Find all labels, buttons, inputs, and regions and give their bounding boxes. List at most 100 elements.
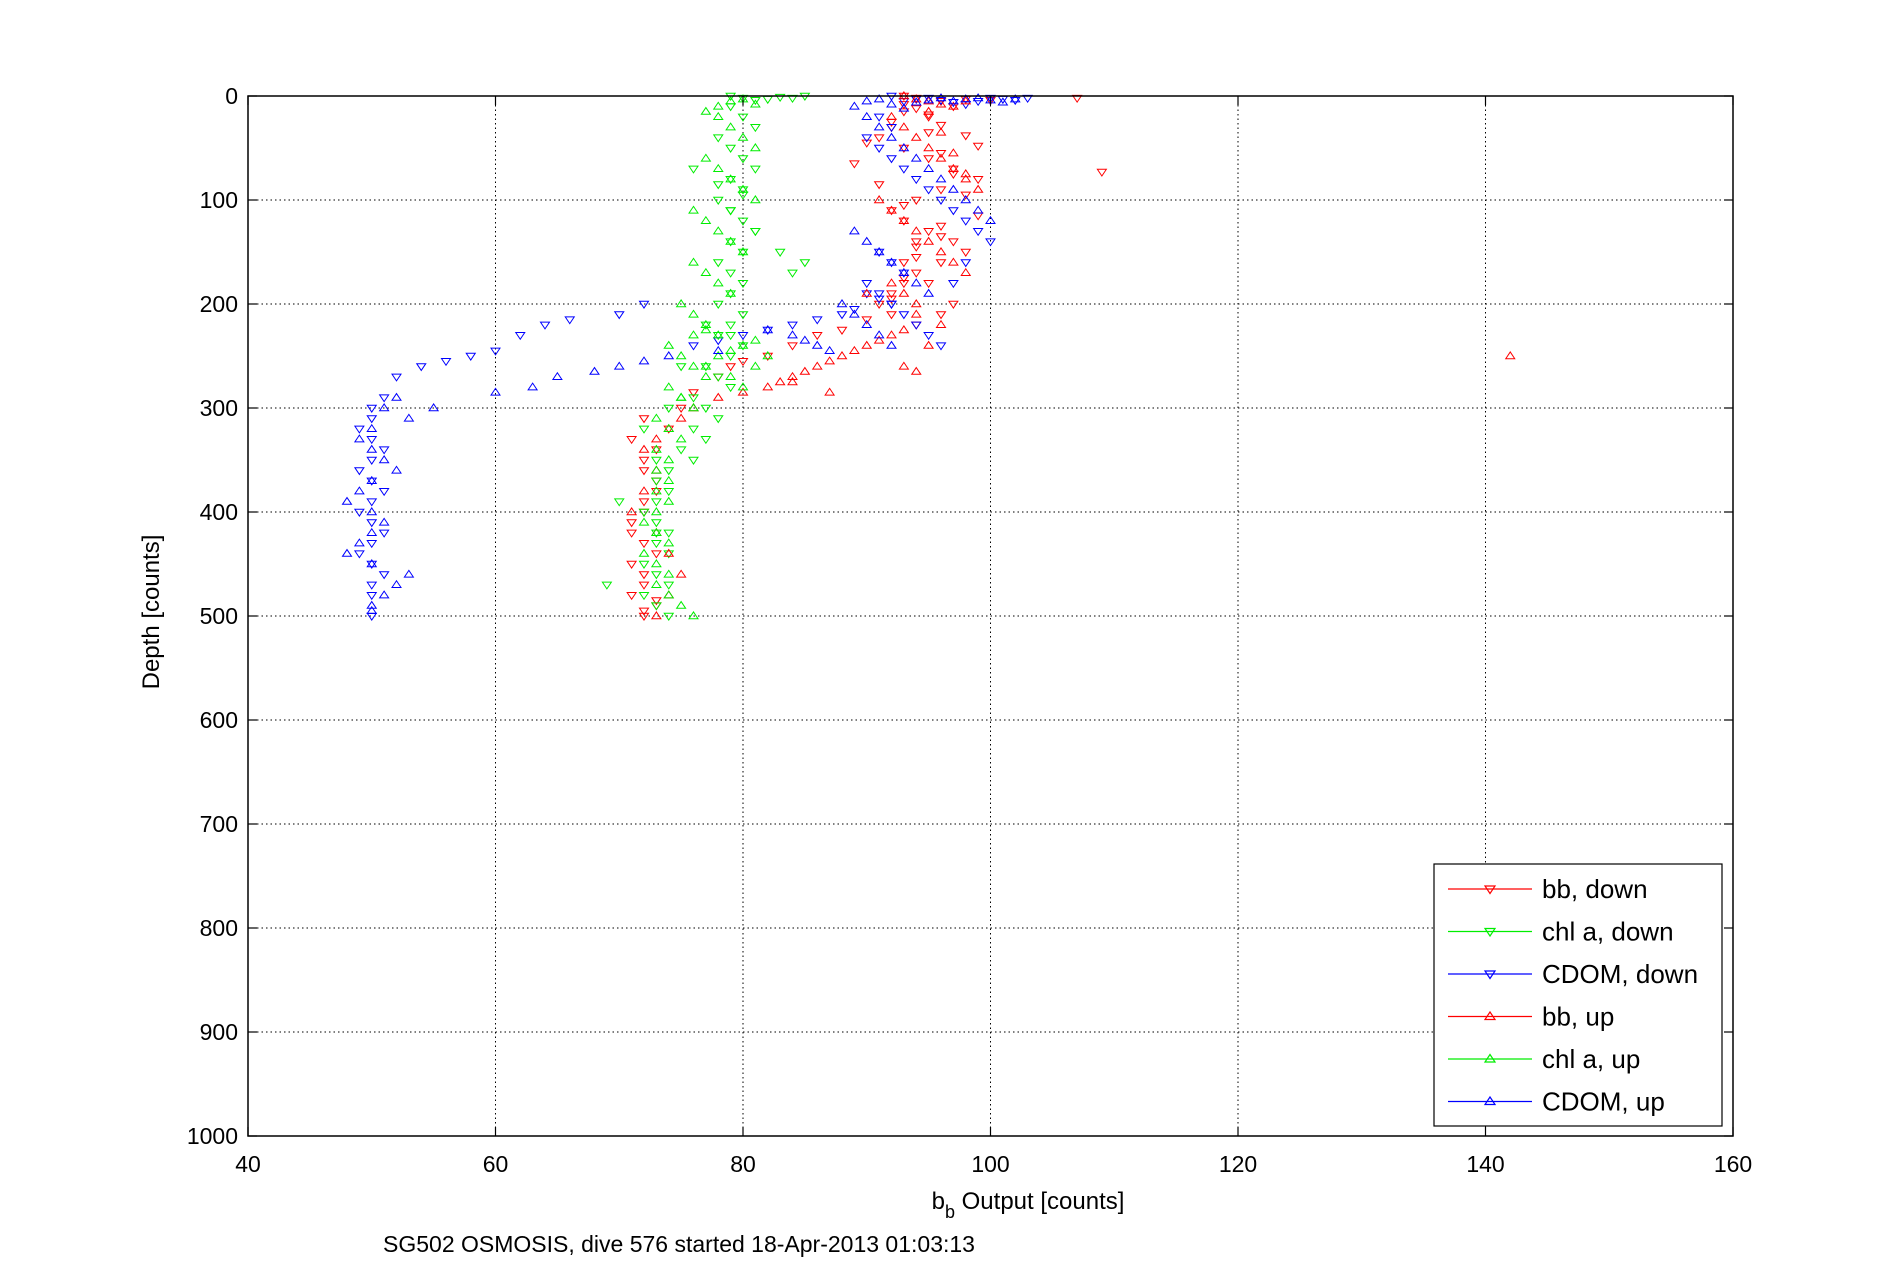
data-point (935, 153, 947, 162)
legend-box (1433, 863, 1723, 1127)
data-point (923, 113, 935, 122)
data-point (366, 436, 378, 445)
data-point (700, 153, 712, 162)
data-point (910, 176, 922, 185)
data-point (749, 165, 761, 174)
y-tick-label: 700 (200, 811, 238, 837)
data-point (675, 413, 687, 422)
data-point (725, 363, 737, 372)
data-point (960, 217, 972, 226)
data-point (564, 316, 576, 325)
data-point (861, 111, 873, 120)
data-point (712, 101, 724, 110)
data-point (601, 581, 613, 590)
data-point (700, 371, 712, 380)
data-point (737, 248, 749, 257)
data-point (898, 103, 910, 112)
data-point (712, 134, 724, 143)
data-point (378, 488, 390, 497)
data-point (923, 106, 935, 115)
data-point (675, 351, 687, 360)
data-point (947, 165, 959, 174)
data-point (626, 592, 638, 601)
data-point (923, 111, 935, 120)
data-point (737, 132, 749, 141)
data-point (391, 392, 402, 401)
data-point (787, 342, 798, 351)
data-point (762, 325, 774, 334)
data-point (799, 335, 811, 344)
data-point (663, 496, 675, 505)
data-point (353, 486, 365, 495)
data-point (861, 316, 873, 325)
data-point (873, 295, 885, 304)
data-point (737, 217, 749, 226)
data-point (848, 309, 860, 318)
data-point (725, 174, 737, 183)
data-point (861, 288, 873, 297)
data-point (353, 434, 365, 443)
data-point (638, 560, 650, 569)
data-point (947, 184, 959, 193)
data-point (663, 548, 675, 557)
data-point (366, 540, 378, 549)
data-point (898, 101, 910, 110)
data-point (861, 134, 873, 143)
data-point (848, 306, 860, 315)
data-point (663, 467, 675, 476)
data-point (799, 259, 811, 268)
data-point (972, 142, 984, 151)
data-point (762, 326, 774, 335)
data-point (378, 517, 390, 526)
data-point (935, 93, 947, 102)
data-point (712, 345, 724, 354)
data-point (725, 269, 737, 278)
data-point (626, 560, 638, 569)
grid (248, 96, 1733, 1136)
data-point (873, 113, 885, 122)
data-point (366, 559, 378, 568)
data-point (923, 332, 935, 341)
data-point (923, 186, 935, 195)
data-point (898, 259, 910, 268)
data-point (898, 165, 910, 174)
data-point (415, 363, 427, 372)
data-point (898, 267, 910, 276)
data-point (910, 132, 922, 141)
data-point (725, 207, 737, 216)
data-point (638, 508, 650, 517)
data-point (650, 507, 662, 516)
data-point (762, 352, 774, 361)
legend-entry: CDOM, down (1448, 959, 1698, 989)
data-point (910, 97, 922, 106)
data-point (725, 144, 737, 153)
data-point (898, 311, 910, 320)
data-point (935, 342, 947, 351)
data-point (972, 98, 984, 107)
y-axis-label: Depth [counts] (138, 535, 165, 690)
data-point (638, 356, 650, 365)
data-point (650, 550, 662, 559)
data-point (811, 340, 823, 349)
data-point (650, 498, 662, 507)
data-point (935, 98, 947, 107)
data-point (712, 278, 724, 287)
data-point (787, 269, 798, 278)
data-point (725, 290, 737, 299)
data-point (366, 507, 378, 516)
data-point (873, 290, 885, 299)
data-point (947, 238, 959, 247)
data-point (725, 371, 737, 380)
data-point (626, 529, 638, 538)
data-point (947, 148, 959, 157)
data-point (1096, 168, 1108, 177)
data-point (737, 113, 749, 122)
data-point (886, 155, 897, 164)
data-point (762, 351, 774, 360)
data-point (638, 612, 650, 621)
chart-caption: SG502 OSMOSIS, dive 576 started 18-Apr-2… (383, 1231, 975, 1257)
data-point (923, 155, 935, 164)
data-point (712, 373, 724, 382)
legend-label: CDOM, down (1542, 959, 1698, 989)
data-point (638, 548, 650, 557)
